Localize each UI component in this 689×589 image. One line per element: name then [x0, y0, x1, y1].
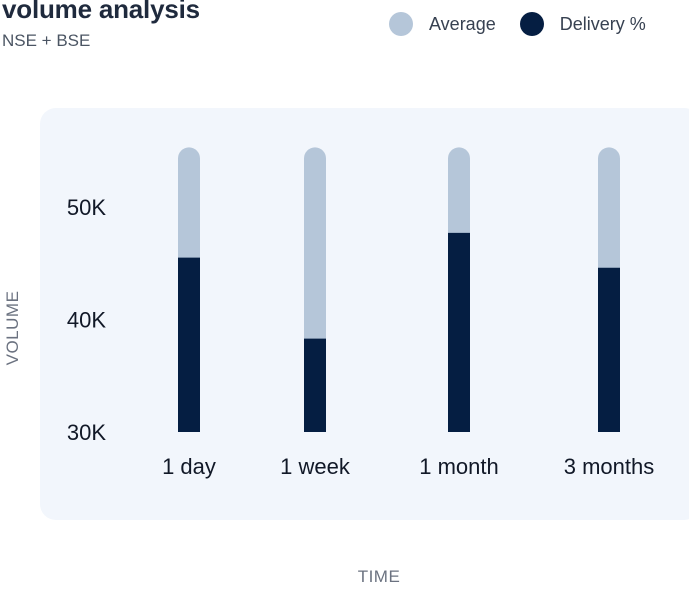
legend-swatch-average [389, 12, 413, 36]
legend-item-delivery[interactable]: Delivery % [519, 12, 646, 36]
y-tick-label: 40K [67, 308, 106, 333]
legend-label-average: Average [429, 13, 496, 34]
bar-delivery[interactable] [178, 257, 200, 432]
legend-item-average[interactable]: Average [389, 12, 496, 36]
bar-delivery[interactable] [304, 338, 326, 432]
y-axis-ticks: 30K 40K 50K [67, 195, 106, 445]
legend: Average Delivery % [389, 12, 670, 36]
bar-delivery[interactable] [448, 232, 470, 432]
x-category-label: 1 month [419, 454, 499, 479]
x-axis-title: TIME [358, 567, 401, 586]
x-axis-categories: 1 day 1 week 1 month 3 months [162, 454, 654, 479]
legend-label-delivery: Delivery % [559, 13, 646, 34]
x-category-label: 3 months [564, 454, 655, 479]
x-category-label: 1 day [162, 454, 216, 479]
bars [178, 147, 621, 432]
x-category-label: 1 week [280, 454, 351, 479]
y-tick-label: 30K [67, 420, 106, 445]
legend-swatch-delivery [519, 12, 544, 36]
y-axis-title: VOLUME [3, 291, 22, 366]
y-tick-label: 50K [67, 195, 106, 220]
chart-title: volume analysis [2, 0, 200, 24]
chart-subtitle: NSE + BSE [2, 31, 91, 50]
bar-delivery[interactable] [598, 267, 620, 432]
plot-area [40, 108, 689, 520]
